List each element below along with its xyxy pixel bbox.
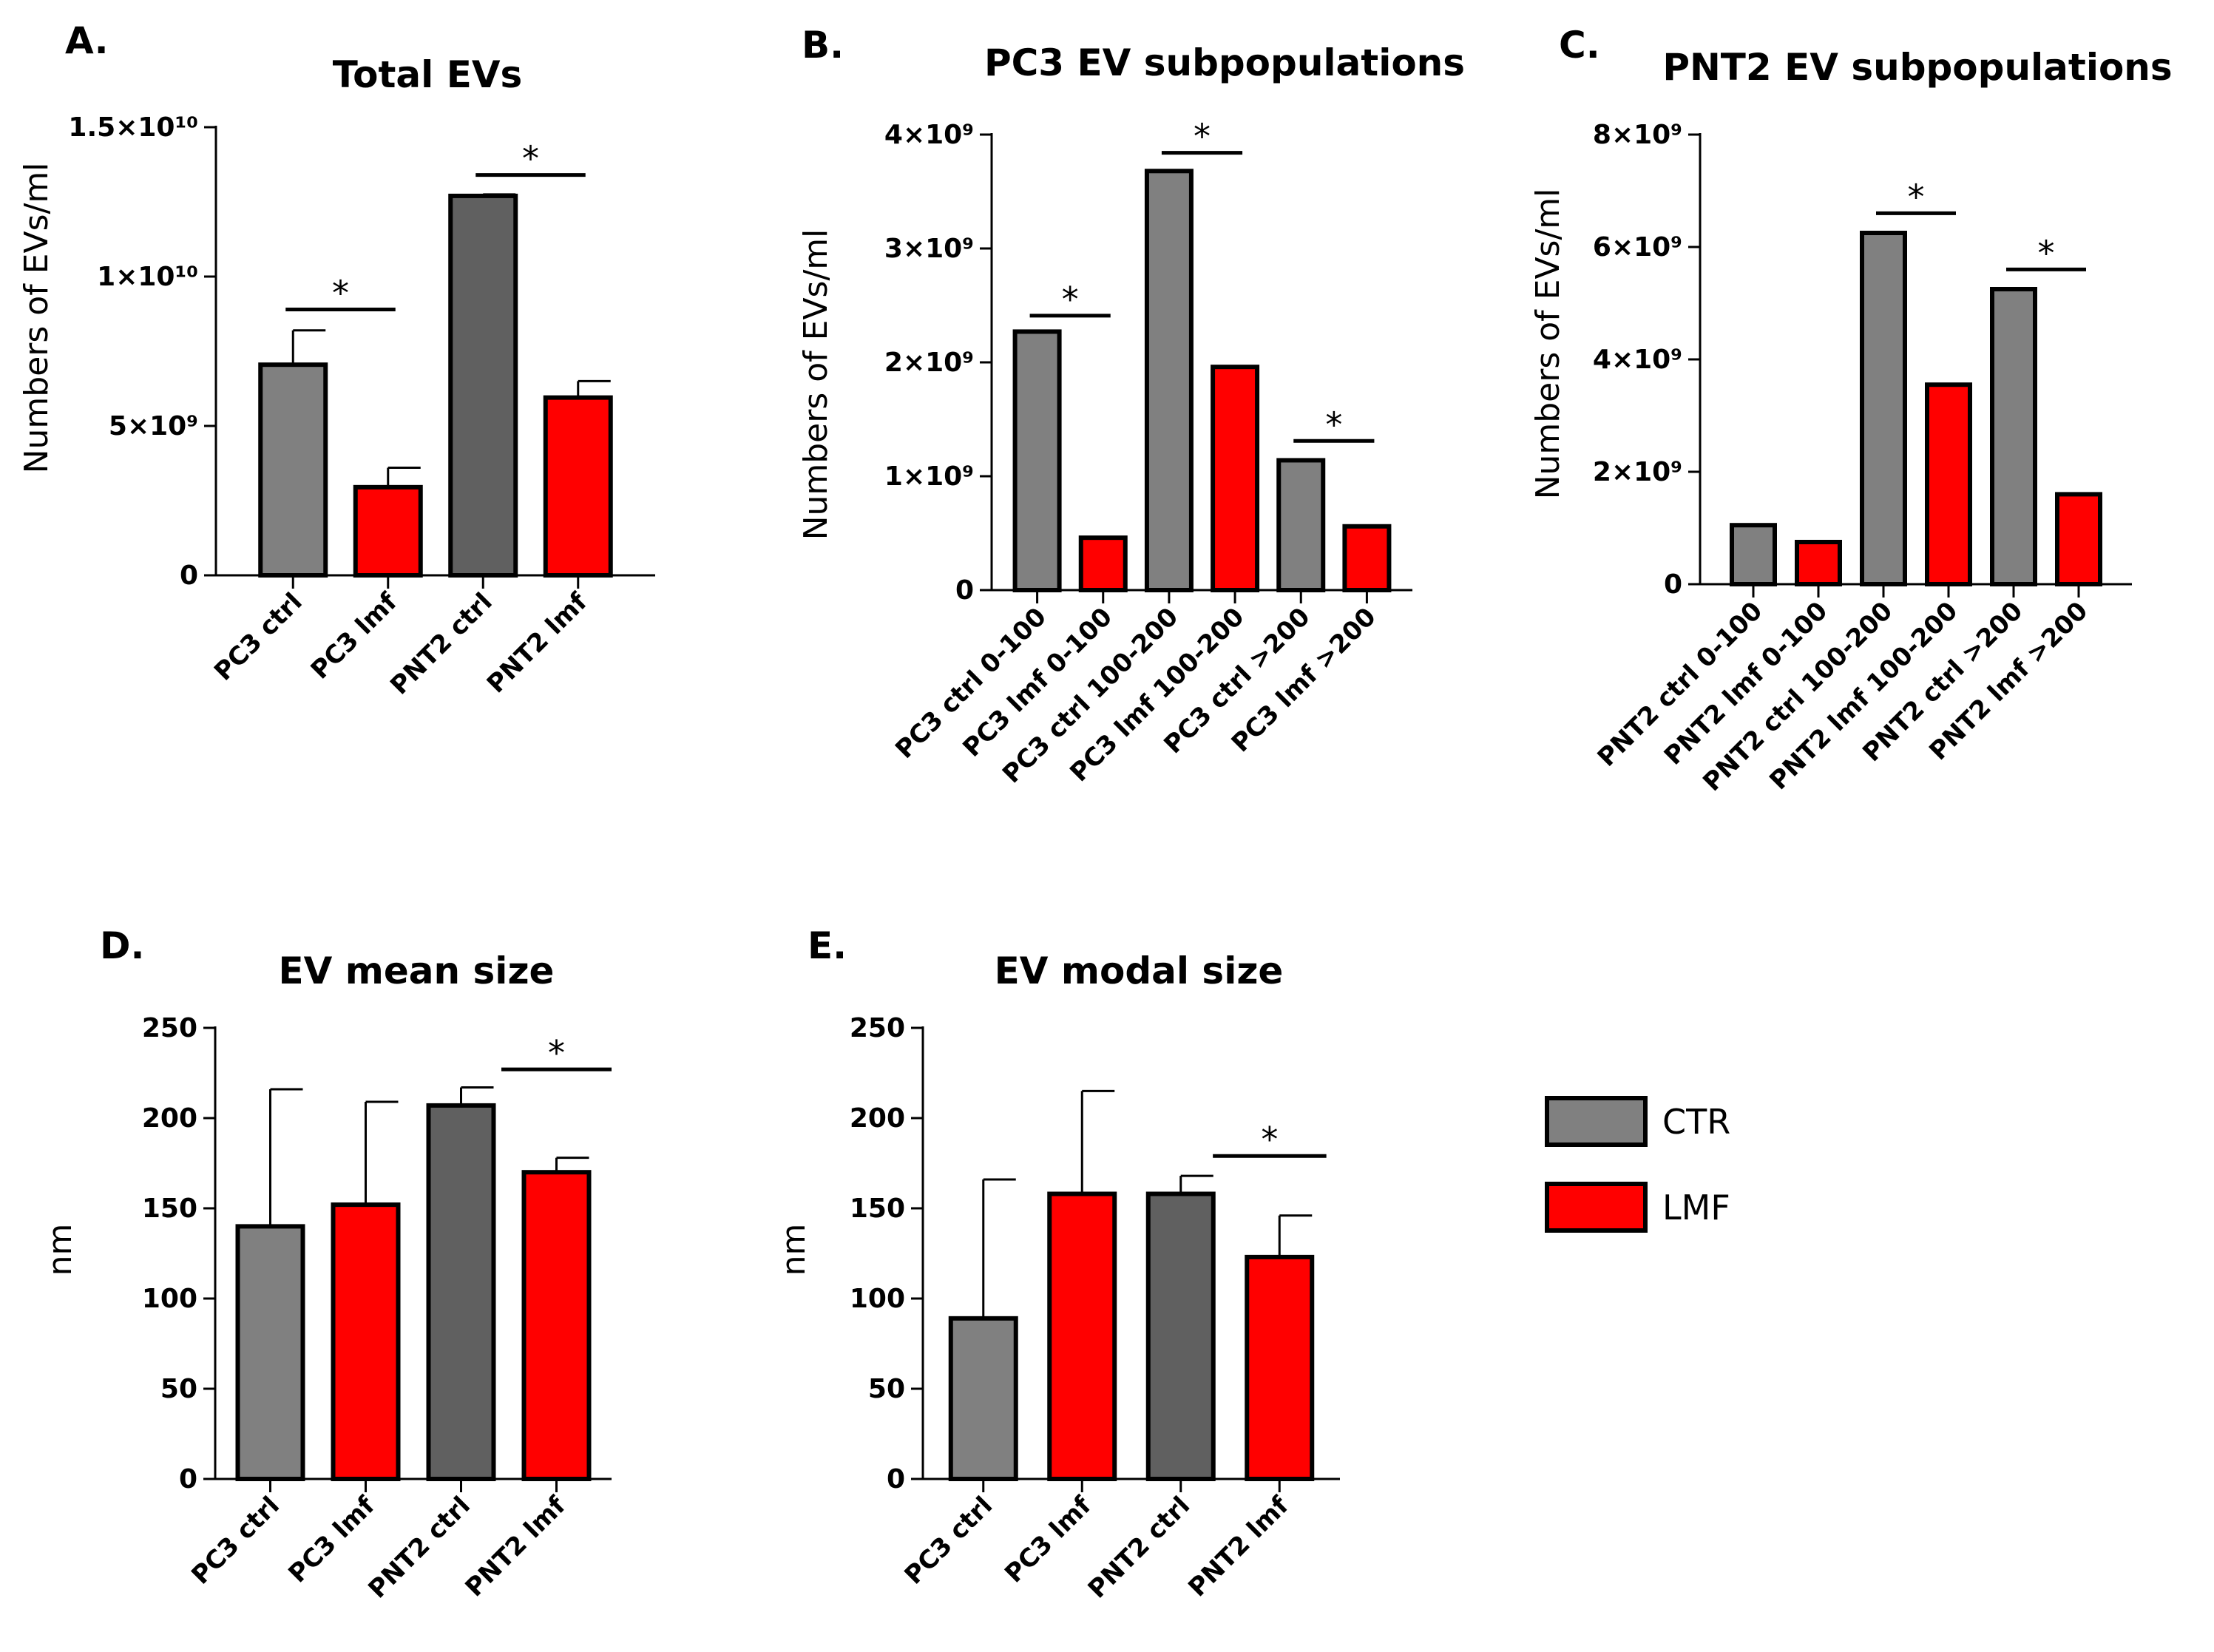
chart-title: EV mean size bbox=[279, 949, 555, 992]
x-tick-label: PC3 lmf bbox=[282, 1490, 381, 1588]
y-axis-label: Numbers of EVs/ml bbox=[18, 163, 55, 474]
x-tick-label: PC3 lmf bbox=[999, 1490, 1097, 1588]
significance-star: * bbox=[1908, 177, 1925, 217]
y-tick-label: 0 bbox=[887, 1464, 905, 1494]
bar-pnt2-ctrl-200 bbox=[1990, 287, 2037, 586]
bar-pnt2-ctrl bbox=[426, 1103, 496, 1482]
y-tick-label: 50 bbox=[868, 1374, 905, 1404]
x-tick-label: PNT2 ctrl bbox=[385, 587, 498, 700]
panel-c: C. PNT2 EV subpopulations Numbers of EVs/m… bbox=[1529, 24, 2173, 797]
y-tick-label: 250 bbox=[850, 1013, 905, 1043]
bar-pnt2-lmf bbox=[521, 1170, 592, 1481]
chart-title: PC3 EV subpopulations bbox=[984, 41, 1465, 84]
panel-letter: A. bbox=[65, 19, 109, 62]
x-tick-label: PNT2 ctrl bbox=[1083, 1491, 1196, 1604]
significance-star: * bbox=[548, 1033, 565, 1073]
y-tick-label: 1.5×10¹⁰ bbox=[68, 112, 198, 143]
significance-star: * bbox=[1194, 117, 1211, 157]
bar-pc3-lmf bbox=[331, 1202, 401, 1481]
bar-pc3-ctrl-100-200 bbox=[1144, 169, 1194, 592]
y-tick-label: 4×10⁹ bbox=[1593, 345, 1682, 375]
significance-star: * bbox=[522, 139, 539, 179]
bar-pc3-lmf-100-200 bbox=[1211, 365, 1260, 592]
significance-star: * bbox=[332, 273, 349, 313]
bar-pc3-ctrl bbox=[258, 362, 328, 578]
y-tick-label: 200 bbox=[142, 1103, 197, 1134]
y-tick-label: 150 bbox=[142, 1194, 197, 1224]
y-tick-label: 0 bbox=[1664, 569, 1682, 600]
x-tick-label: PNT2 lmf bbox=[460, 1490, 572, 1602]
bar-pnt2-ctrl bbox=[1145, 1191, 1216, 1481]
bar-pnt2-lmf-100-200 bbox=[1925, 382, 1972, 586]
chart-title: PNT2 EV subpopulations bbox=[1662, 46, 2172, 89]
bar-pc3-lmf-0-100 bbox=[1078, 535, 1128, 592]
bar-pc3-lmf-200 bbox=[1342, 524, 1392, 593]
significance-star: * bbox=[1261, 1120, 1278, 1160]
y-tick-label: 100 bbox=[850, 1284, 905, 1314]
panel-letter: C. bbox=[1559, 24, 1600, 67]
y-axis-label: Numbers of EVs/ml bbox=[1529, 189, 1567, 500]
y-tick-label: 3×10⁹ bbox=[884, 234, 974, 264]
y-tick-label: 0 bbox=[955, 575, 974, 606]
y-tick-label: 5×10⁹ bbox=[109, 411, 198, 441]
x-tick-label: PC3 ctrl bbox=[209, 587, 308, 686]
panel-letter: D. bbox=[100, 924, 145, 967]
chart-title: Total EVs bbox=[333, 53, 523, 96]
significance-star: * bbox=[2038, 233, 2055, 273]
legend-label-ctr: CTR bbox=[1662, 1102, 1730, 1142]
y-axis-label: nm bbox=[775, 1224, 813, 1276]
legend-label-lmf: LMF bbox=[1662, 1188, 1730, 1228]
y-tick-label: 0 bbox=[179, 1464, 197, 1494]
x-tick-label: PNT2 lmf bbox=[481, 586, 594, 699]
y-tick-label: 250 bbox=[142, 1013, 197, 1043]
bar-pnt2-lmf bbox=[543, 395, 613, 578]
chart-title: EV modal size bbox=[995, 949, 1284, 992]
bar-pc3-lmf bbox=[353, 484, 423, 578]
panel-e: E. EV modal size nm 0 50 100 150 200 250 PC3 ctrl… bbox=[775, 924, 1340, 1604]
bar-pnt2-ctrl-100-200 bbox=[1860, 231, 1907, 586]
panel-letter: E. bbox=[808, 924, 847, 967]
y-tick-label: 200 bbox=[850, 1103, 905, 1134]
x-tick-label: PNT2 lmf bbox=[1182, 1490, 1295, 1602]
bar-pnt2-ctrl-0-100 bbox=[1730, 523, 1777, 587]
bar-pc3-ctrl bbox=[235, 1224, 305, 1482]
bar-pc3-lmf bbox=[1047, 1191, 1117, 1481]
legend: CTR LMF bbox=[1545, 1096, 1730, 1233]
y-tick-label: 100 bbox=[142, 1284, 197, 1314]
bar-pnt2-lmf-200 bbox=[2055, 492, 2102, 587]
y-tick-label: 1×10⁹ bbox=[884, 461, 974, 492]
significance-star: * bbox=[1325, 404, 1342, 444]
panel-a: A. Total EVs Numbers of EVs/ml 0 5×10⁹ 1×10¹⁰… bbox=[18, 19, 655, 700]
panels: A. Total EVs Numbers of EVs/ml 0 5×10⁹ 1×10¹⁰… bbox=[18, 19, 2173, 1604]
x-tick-label: PC3 lmf bbox=[305, 586, 404, 685]
bar-pc3-ctrl-200 bbox=[1276, 458, 1326, 592]
panel-letter: B. bbox=[802, 24, 844, 67]
panel-b: B. PC3 EV subpopulations Numbers of EVs/ml… bbox=[797, 24, 1465, 789]
y-tick-label: 6×10⁹ bbox=[1593, 232, 1682, 263]
bar-pc3-ctrl bbox=[948, 1316, 1018, 1481]
bar-pnt2-ctrl bbox=[448, 193, 518, 578]
x-tick-label: PNT2 ctrl bbox=[362, 1491, 475, 1604]
bar-pnt2-lmf-0-100 bbox=[1795, 540, 1842, 586]
legend-swatch-lmf bbox=[1545, 1182, 1648, 1233]
x-tick-label: PC3 ctrl bbox=[186, 1491, 285, 1590]
y-tick-label: 150 bbox=[850, 1194, 905, 1224]
y-axis-label: Numbers of EVs/ml bbox=[797, 229, 835, 541]
y-tick-label: 50 bbox=[160, 1374, 197, 1404]
y-tick-label: 4×10⁹ bbox=[884, 120, 974, 150]
y-tick-label: 2×10⁹ bbox=[1593, 457, 1682, 487]
y-tick-label: 2×10⁹ bbox=[884, 348, 974, 378]
y-tick-label: 0 bbox=[180, 561, 198, 591]
y-tick-label: 8×10⁹ bbox=[1593, 120, 1682, 150]
bar-pc3-ctrl-0-100 bbox=[1012, 329, 1062, 592]
x-tick-label: PC3 ctrl bbox=[899, 1491, 998, 1590]
y-axis-label: nm bbox=[41, 1224, 79, 1276]
significance-star: * bbox=[1062, 280, 1079, 319]
y-tick-label: 1×10¹⁰ bbox=[97, 262, 198, 292]
legend-swatch-ctr bbox=[1545, 1096, 1648, 1147]
bar-pnt2-lmf bbox=[1245, 1254, 1315, 1481]
